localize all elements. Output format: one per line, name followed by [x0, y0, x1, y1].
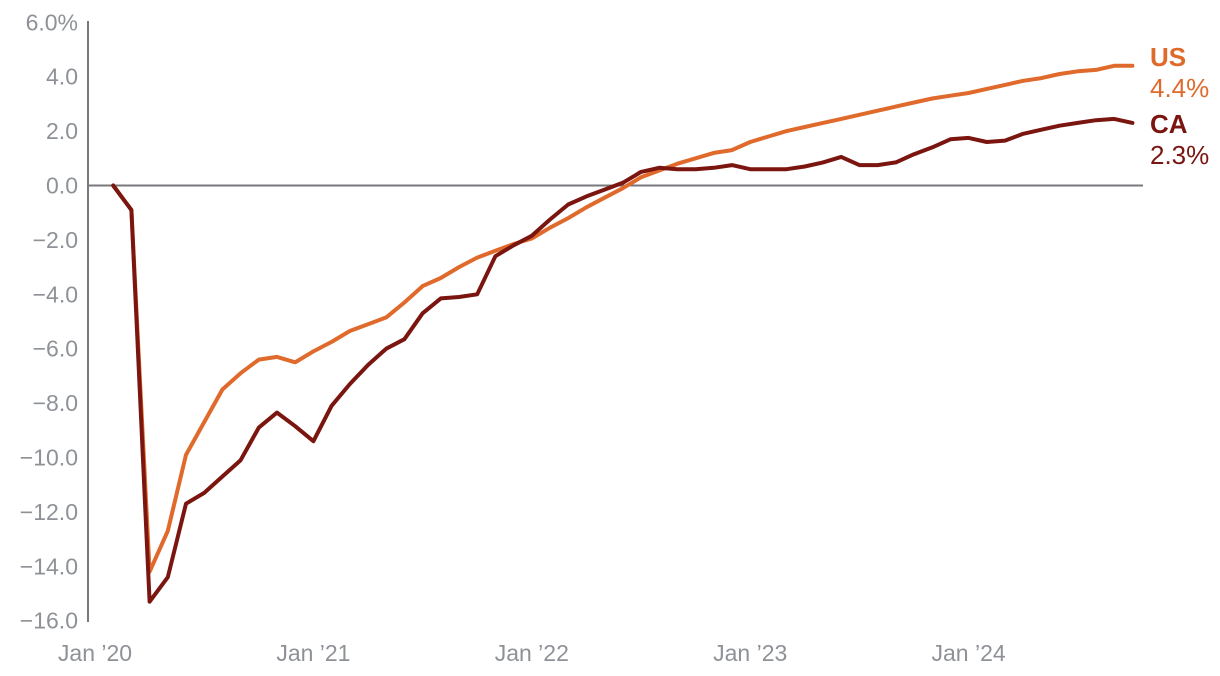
- x-tick-label: Jan ’24: [932, 640, 1006, 666]
- y-tick-label: 0.0: [46, 173, 78, 199]
- y-tick-label: 4.0: [46, 64, 78, 90]
- y-tick-label: −16.0: [20, 608, 78, 634]
- y-tick-label: −4.0: [33, 281, 78, 307]
- y-tick-label: 6.0%: [26, 9, 78, 35]
- series-end-label-us: US 4.4%: [1150, 42, 1209, 104]
- y-tick-label: −2.0: [33, 227, 78, 253]
- ca-series-end-value: 2.3%: [1150, 140, 1210, 170]
- x-tick-label: Jan ’23: [713, 640, 787, 666]
- us-line: [111, 63, 1135, 574]
- y-tick-label: −8.0: [33, 390, 78, 416]
- y-tick-label: 2.0: [46, 118, 78, 144]
- us-series-end-value: 4.4%: [1150, 73, 1210, 103]
- x-tick-label: Jan ’20: [58, 640, 132, 666]
- us-series-name: US: [1150, 42, 1187, 72]
- series-end-label-ca: CA 2.3%: [1150, 109, 1209, 171]
- ca-line: [111, 116, 1135, 604]
- y-tick-label: −12.0: [20, 499, 78, 525]
- y-tick-label: −14.0: [20, 553, 78, 579]
- x-tick-label: Jan ’21: [276, 640, 350, 666]
- x-tick-label: Jan ’22: [495, 640, 569, 666]
- ca-series-name: CA: [1150, 109, 1188, 139]
- y-tick-label: −10.0: [20, 445, 78, 471]
- y-tick-label: −6.0: [33, 336, 78, 362]
